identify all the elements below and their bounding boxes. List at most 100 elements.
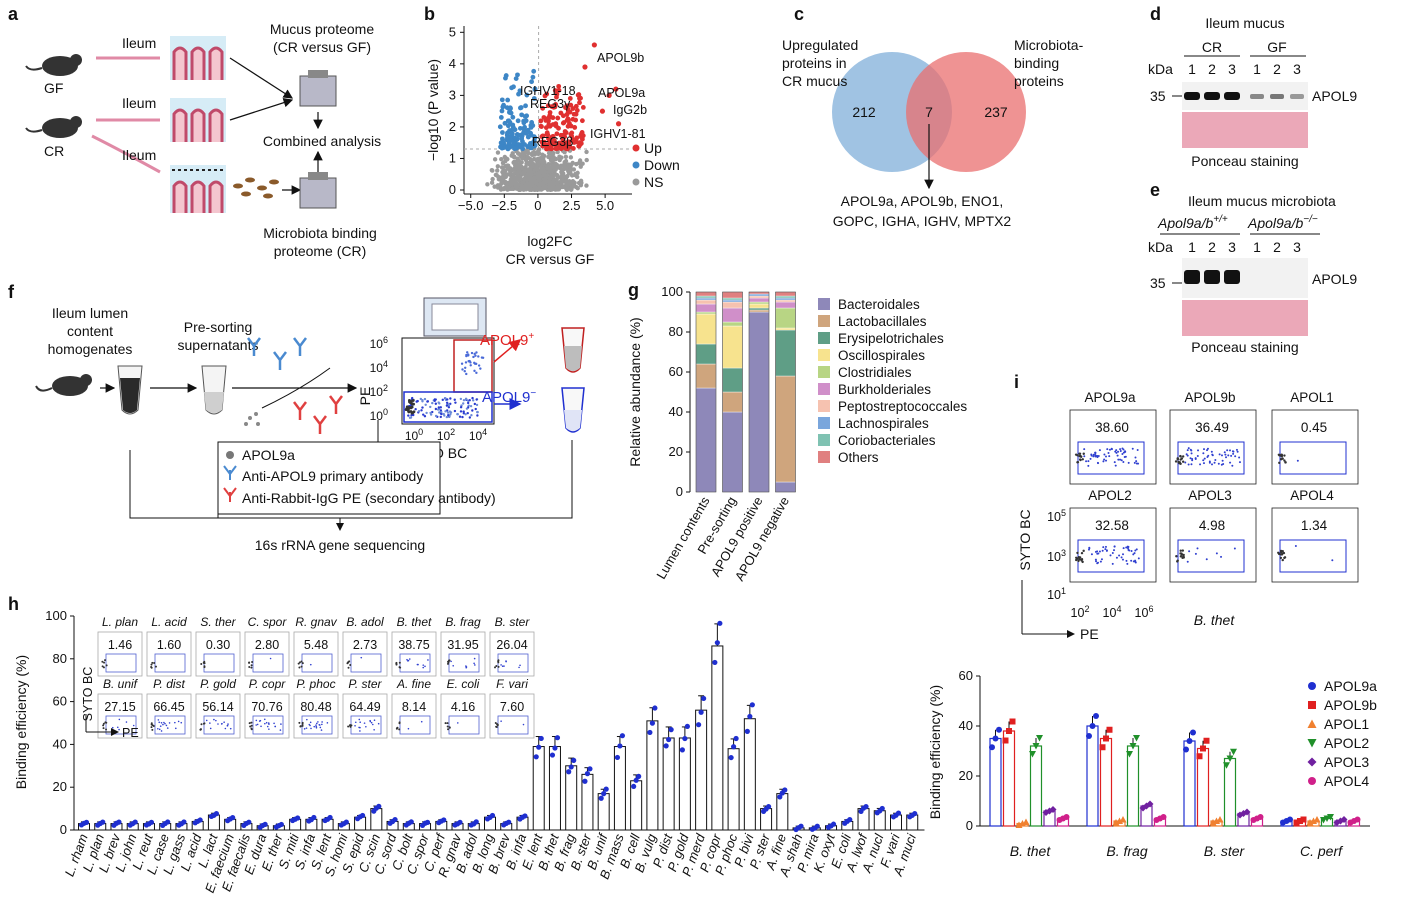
gf-label: GF [44,80,63,96]
flow-dot [303,728,306,730]
flow-dot [151,661,154,664]
data-point [814,823,820,829]
flow-dot [298,661,301,664]
legend-label: APOL1 [1324,716,1369,732]
flow-dot [1081,458,1084,461]
ns-point [551,177,557,182]
flow-dot [1277,551,1280,555]
villi-block [170,98,226,142]
flow-dot [408,658,411,660]
flow-dot [452,665,455,667]
gate [1177,539,1245,573]
venn-left-title: proteins in [782,55,847,71]
flow-dot [462,398,466,402]
data-point [996,726,1002,733]
legend-marker [1308,777,1316,785]
flow-dot [453,398,456,401]
flow-dot [1135,548,1138,551]
ns-point [553,166,559,171]
flow-dot [315,725,318,728]
flow-dot [1076,551,1079,555]
data-point [895,810,902,816]
flow-dot [1181,549,1185,552]
y-tick-label: 20 [959,768,973,783]
flow-dot [465,372,468,376]
x-tick-label: C. perf [1300,843,1344,859]
up-point [615,121,622,127]
ns-point [489,180,495,185]
inset-gate [105,653,137,673]
flow-dot [433,399,436,403]
up-point [562,129,568,134]
flow-dot [1220,463,1223,466]
flow-dot [349,724,352,727]
flow-dot [1233,547,1236,550]
up-point [553,142,559,148]
flow-dot [1220,454,1223,457]
up-point [606,92,612,98]
bar [1183,740,1196,827]
flow-dot [472,399,475,402]
inset-value: 70.76 [251,700,282,714]
data-point [1287,816,1293,823]
flow-dot [1232,452,1235,455]
flow-dot [369,719,371,722]
flow-dot [1226,449,1229,452]
ns-point [527,166,533,171]
y-tick-label: 4 [449,56,456,71]
flow-dot [1202,459,1205,462]
flow-dot [505,660,507,663]
venn-left-count: 212 [852,104,876,120]
flow-dot [1234,455,1237,458]
flow-dot [1090,453,1093,456]
ns-point [514,181,520,186]
flow-dot [476,414,479,417]
flow-dot [425,411,428,415]
flow-dot [150,722,153,725]
y-tick-label: 80 [669,324,683,339]
down-point [531,142,536,148]
ns-point [518,186,524,192]
flow-dot [472,355,475,359]
i-species: B. thet [1194,612,1236,628]
data-point [1230,748,1237,756]
flow-dot [1119,450,1122,453]
apol9-positive-label: APOL9+ [480,331,534,349]
flow-dot [1080,559,1083,562]
down-point [512,127,518,133]
panel-label-b: b [424,4,435,24]
antibody-icon [223,465,237,480]
flow-dot [446,725,449,728]
flow-dot [1284,461,1287,464]
y-tick-label: 60 [53,694,67,709]
bar [548,746,561,831]
ns-point [490,176,495,182]
ns-point [568,187,574,192]
overlap-list: APOL9a, APOL9b, ENO1, [841,193,1004,209]
flow-dot [412,410,416,414]
flow-dot [463,370,466,373]
flow-dot [227,723,229,725]
flow-dot [1199,463,1202,466]
gene-label: APOL9b [597,51,644,65]
flow-dot [1229,461,1232,464]
gate [1077,539,1145,573]
stacked-segment [775,481,796,493]
up-point [570,116,576,122]
flow-dot [370,721,373,724]
flow-dot [500,664,502,666]
data-point [747,713,753,720]
ns-point [537,175,542,181]
flow-dot [1092,453,1095,456]
data-point [1354,816,1361,823]
flow-dot [326,722,329,724]
up-point [551,138,557,144]
data-point [698,709,704,715]
y-tick-label: 20 [669,444,683,459]
up-point [554,131,560,137]
data-point [1243,808,1251,816]
down-point [520,139,525,144]
flow-plot-frame [1069,409,1157,485]
flow-dot [1074,558,1078,562]
down-point [505,123,511,129]
